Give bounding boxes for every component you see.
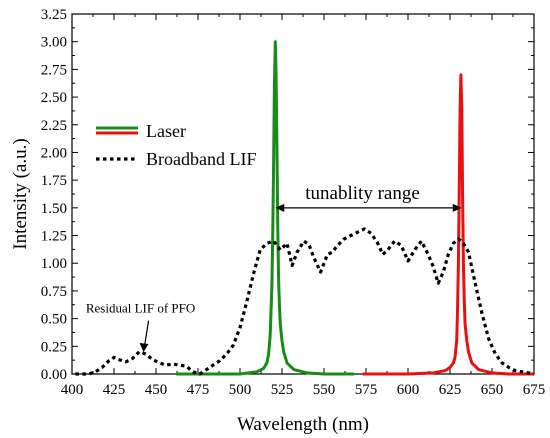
x-tick-label: 425 xyxy=(103,382,126,398)
series-broadband-lif xyxy=(75,227,535,376)
y-tick-label: 3.00 xyxy=(41,35,67,51)
residual-lif-arrow-line xyxy=(143,320,150,347)
series-laser-red xyxy=(362,73,534,376)
ticks-layer: 400 425 450 475 500 525 550 575 600 625 650 675 0.00… xyxy=(41,7,546,398)
y-tick-label: 0.00 xyxy=(41,367,67,383)
x-tick-label: 600 xyxy=(397,382,420,398)
y-tick-label: 2.75 xyxy=(41,62,67,78)
legend: Laser Broadband LIF xyxy=(96,121,256,169)
residual-lif-label: Residual LIF of PFO xyxy=(86,301,195,316)
residual-lif-arrowhead xyxy=(139,342,149,352)
x-tick-label: 400 xyxy=(61,382,84,398)
series-layer xyxy=(75,40,535,376)
y-tick-label: 2.00 xyxy=(41,145,67,161)
x-tick-label: 650 xyxy=(481,382,504,398)
y-tick-label: 2.50 xyxy=(41,90,67,106)
y-tick-label: 1.50 xyxy=(41,201,67,217)
x-tick-label: 550 xyxy=(313,382,336,398)
y-tick-label: 2.25 xyxy=(41,118,67,134)
legend-label-laser: Laser xyxy=(146,121,186,141)
y-tick-label: 0.50 xyxy=(41,312,67,328)
y-axis-title: Intensity (a.u.) xyxy=(10,138,31,249)
x-axis-title: Wavelength (nm) xyxy=(237,414,369,435)
x-tick-label: 625 xyxy=(439,382,462,398)
y-tick-label: 0.25 xyxy=(41,339,67,355)
tunability-arrowhead-left xyxy=(275,203,285,212)
x-tick-label: 475 xyxy=(187,382,210,398)
y-tick-label: 3.25 xyxy=(41,7,67,23)
series-laser-green xyxy=(176,40,355,376)
annotation-layer: tunablity range Residual LIF of PFO xyxy=(86,183,462,352)
x-tick-label: 500 xyxy=(229,382,252,398)
y-tick-label: 1.75 xyxy=(41,173,67,189)
x-tick-label: 525 xyxy=(271,382,294,398)
y-tick-label: 1.25 xyxy=(41,229,67,245)
tunability-range-label: tunablity range xyxy=(305,183,420,204)
x-tick-label: 575 xyxy=(355,382,378,398)
x-tick-label: 675 xyxy=(523,382,546,398)
legend-label-broadband-lif: Broadband LIF xyxy=(146,149,256,169)
x-tick-label: 450 xyxy=(145,382,168,398)
y-tick-label: 1.00 xyxy=(41,256,67,272)
y-tick-label: 0.75 xyxy=(41,284,67,300)
tunability-arrowhead-right xyxy=(452,203,462,212)
